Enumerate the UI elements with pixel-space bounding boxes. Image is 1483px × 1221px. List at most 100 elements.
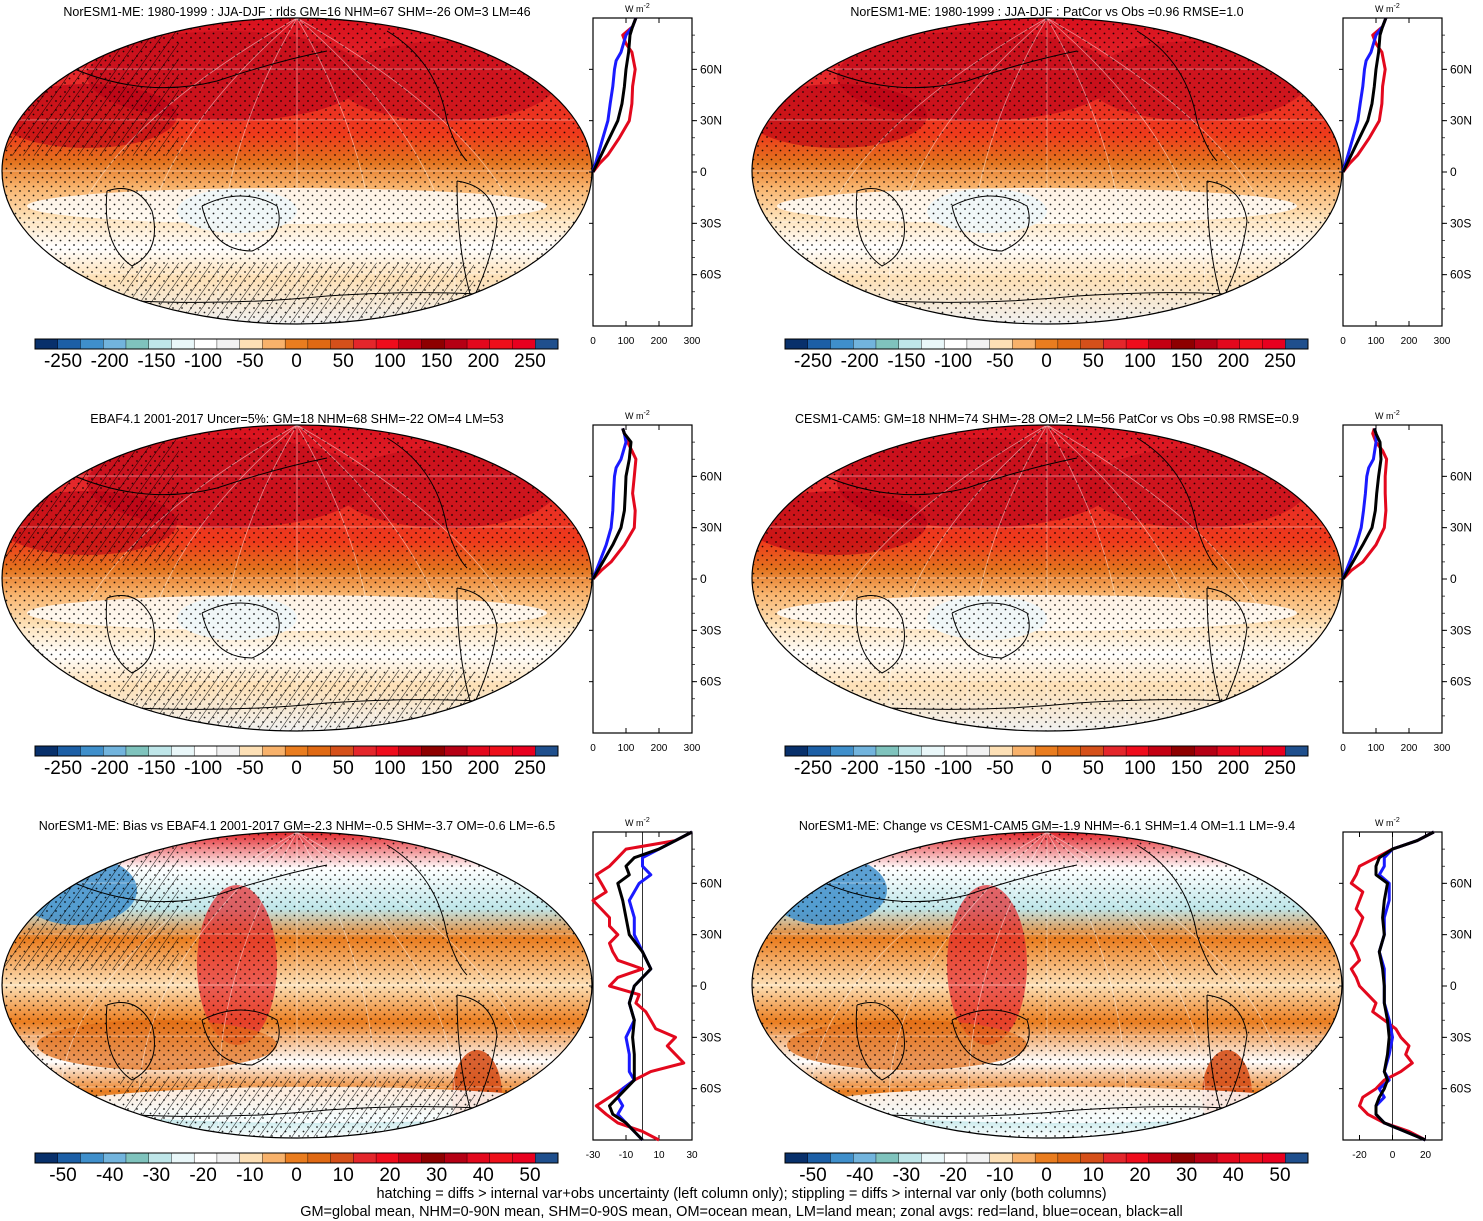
colorbar-swatch (784, 338, 809, 350)
colorbar-swatch (489, 1152, 514, 1164)
coastline (386, 844, 468, 976)
colorbar-tick-label: 10 (1083, 1165, 1104, 1186)
colorbar-swatch (807, 338, 831, 350)
profile-x-tick-label: -20 (1352, 1150, 1367, 1161)
colorbar-swatch (171, 1152, 195, 1164)
colorbar-swatch (34, 1152, 59, 1164)
colorbar-swatch (398, 1152, 423, 1164)
colorbar-swatch (1216, 338, 1241, 350)
coastline (105, 188, 155, 267)
lat-tick-label: 30S (700, 216, 721, 230)
profile-unit-label: W m-2 (1375, 410, 1400, 421)
coastline (855, 188, 905, 267)
colorbar-swatch (398, 338, 423, 350)
lat-tick-label: 30N (1450, 521, 1472, 535)
colorbar-swatch (1080, 745, 1104, 757)
profile-series-land (591, 17, 638, 173)
coastline (386, 437, 468, 569)
coastline (105, 595, 155, 674)
lat-tick-label: 60S (1450, 1082, 1471, 1096)
colorbar-tick-label: -250 (794, 758, 832, 779)
panel-title: NorESM1-ME: Change vs CESM1-CAM5 GM=-1.9… (799, 819, 1295, 833)
colorbar-frame (784, 1152, 1309, 1164)
lat-tick-label: 30S (700, 623, 721, 637)
coastline (1136, 844, 1218, 976)
colorbar-swatch (1125, 1152, 1150, 1164)
profile-x-tick-label: 20 (1420, 1150, 1432, 1161)
profile-series-all (1374, 830, 1435, 1142)
map (752, 832, 1342, 1138)
colorbar-swatch (125, 338, 150, 350)
colorbar-swatch (1057, 338, 1082, 350)
panel-title: CESM1-CAM5: GM=18 NHM=74 SHM=-28 OM=2 LM… (795, 412, 1299, 426)
colorbar-swatch (34, 338, 59, 350)
colorbar-swatch (444, 1152, 468, 1164)
profile-x-tick-label: 200 (651, 743, 668, 754)
colorbar-swatch (875, 745, 900, 757)
coastline (806, 457, 1078, 496)
colorbar-tick-label: -50 (799, 1165, 826, 1186)
colorbar-swatch (1239, 338, 1264, 350)
lat-tick-label: 60N (700, 469, 722, 483)
hatch-overlay (2, 18, 179, 156)
panel-title: NorESM1-ME: Bias vs EBAF4.1 2001-2017 GM… (39, 819, 556, 833)
lat-tick-label: 30N (1450, 114, 1472, 128)
colorbar-swatch (1262, 745, 1286, 757)
colorbar-tick-label: -150 (137, 758, 175, 779)
zonal-profile: 60N 30N 0 30S 60S 0 100 200 300 W m-2 (1339, 3, 1472, 347)
lat-tick-label: 60N (700, 62, 722, 76)
colorbar-tick-label: -150 (137, 351, 175, 372)
colorbar-swatch (193, 1152, 218, 1164)
colorbar-tick-label: -50 (236, 758, 263, 779)
coastline (1206, 180, 1248, 303)
colorbar-swatch (57, 745, 81, 757)
colorbar-swatch (284, 1152, 309, 1164)
colorbar-tick-label: 50 (1083, 351, 1104, 372)
map-border (1, 831, 593, 1139)
colorbar-swatch (330, 338, 354, 350)
colorbar-swatch (875, 1152, 900, 1164)
zonal-profile: 60N 30N 0 30S 60S 0 100 200 300 W m-2 (1339, 410, 1472, 754)
panel-p4: CESM1-CAM5: GM=18 NHM=74 SHM=-28 OM=2 LM… (751, 410, 1472, 779)
profile-series-all (1341, 427, 1383, 580)
colorbar-swatch (103, 1152, 127, 1164)
colorbar-swatch (830, 745, 854, 757)
colorbar-tick-label: -20 (189, 1165, 216, 1186)
colorbar-swatch (921, 338, 945, 350)
colorbar-swatch (989, 745, 1013, 757)
profile-x-tick-label: 10 (653, 1150, 665, 1161)
colorbar-swatch (898, 745, 922, 757)
colorbar-tick-label: -50 (986, 758, 1013, 779)
lat-tick-label: 0 (700, 572, 707, 586)
colorbar-tick-label: 40 (473, 1165, 494, 1186)
colorbar-tick-label: -50 (986, 351, 1013, 372)
colorbar-swatch (444, 338, 468, 350)
profile-x-tick-label: 0 (1340, 743, 1346, 754)
profile-x-tick-label: 200 (1401, 743, 1418, 754)
profile-x-tick-label: 30 (686, 1150, 698, 1161)
colorbar-tick-label: 250 (514, 351, 546, 372)
colorbar-swatch (1057, 1152, 1082, 1164)
zonal-profile: 60N 30N 0 30S 60S -30 -10 10 30 W m-2 (586, 817, 722, 1161)
profile-x-tick-label: 200 (1401, 336, 1418, 347)
profile-x-tick-label: 300 (684, 743, 701, 754)
zonal-profile: 60N 30N 0 30S 60S 0 100 200 300 W m-2 (589, 410, 722, 754)
colorbar-tick-label: 0 (1041, 1165, 1052, 1186)
panel-p3: EBAF4.1 2001-2017 Uncer=5%: GM=18 NHM=68… (1, 410, 722, 779)
panel-title: NorESM1-ME: 1980-1999 : JJA-DJF : PatCor… (850, 5, 1243, 19)
colorbar-tick-label: -150 (887, 351, 925, 372)
colorbar-tick-label: 50 (519, 1165, 540, 1186)
colorbar-swatch (989, 338, 1013, 350)
stipple-overlay (752, 832, 1342, 1138)
colorbar-swatch (875, 338, 900, 350)
colorbar-swatch (853, 745, 877, 757)
profile-series-ocean (591, 17, 638, 173)
colorbar-swatch (1080, 338, 1104, 350)
profile-x-tick-label: 0 (1390, 1150, 1396, 1161)
lat-tick-label: 30N (1450, 928, 1472, 942)
colorbar-swatch (898, 338, 922, 350)
colorbar-swatch (103, 338, 127, 350)
map (2, 18, 592, 324)
colorbar-swatch (1216, 1152, 1241, 1164)
zonal-profile: 60N 30N 0 30S 60S -20 0 20 W m-2 (1339, 817, 1472, 1161)
